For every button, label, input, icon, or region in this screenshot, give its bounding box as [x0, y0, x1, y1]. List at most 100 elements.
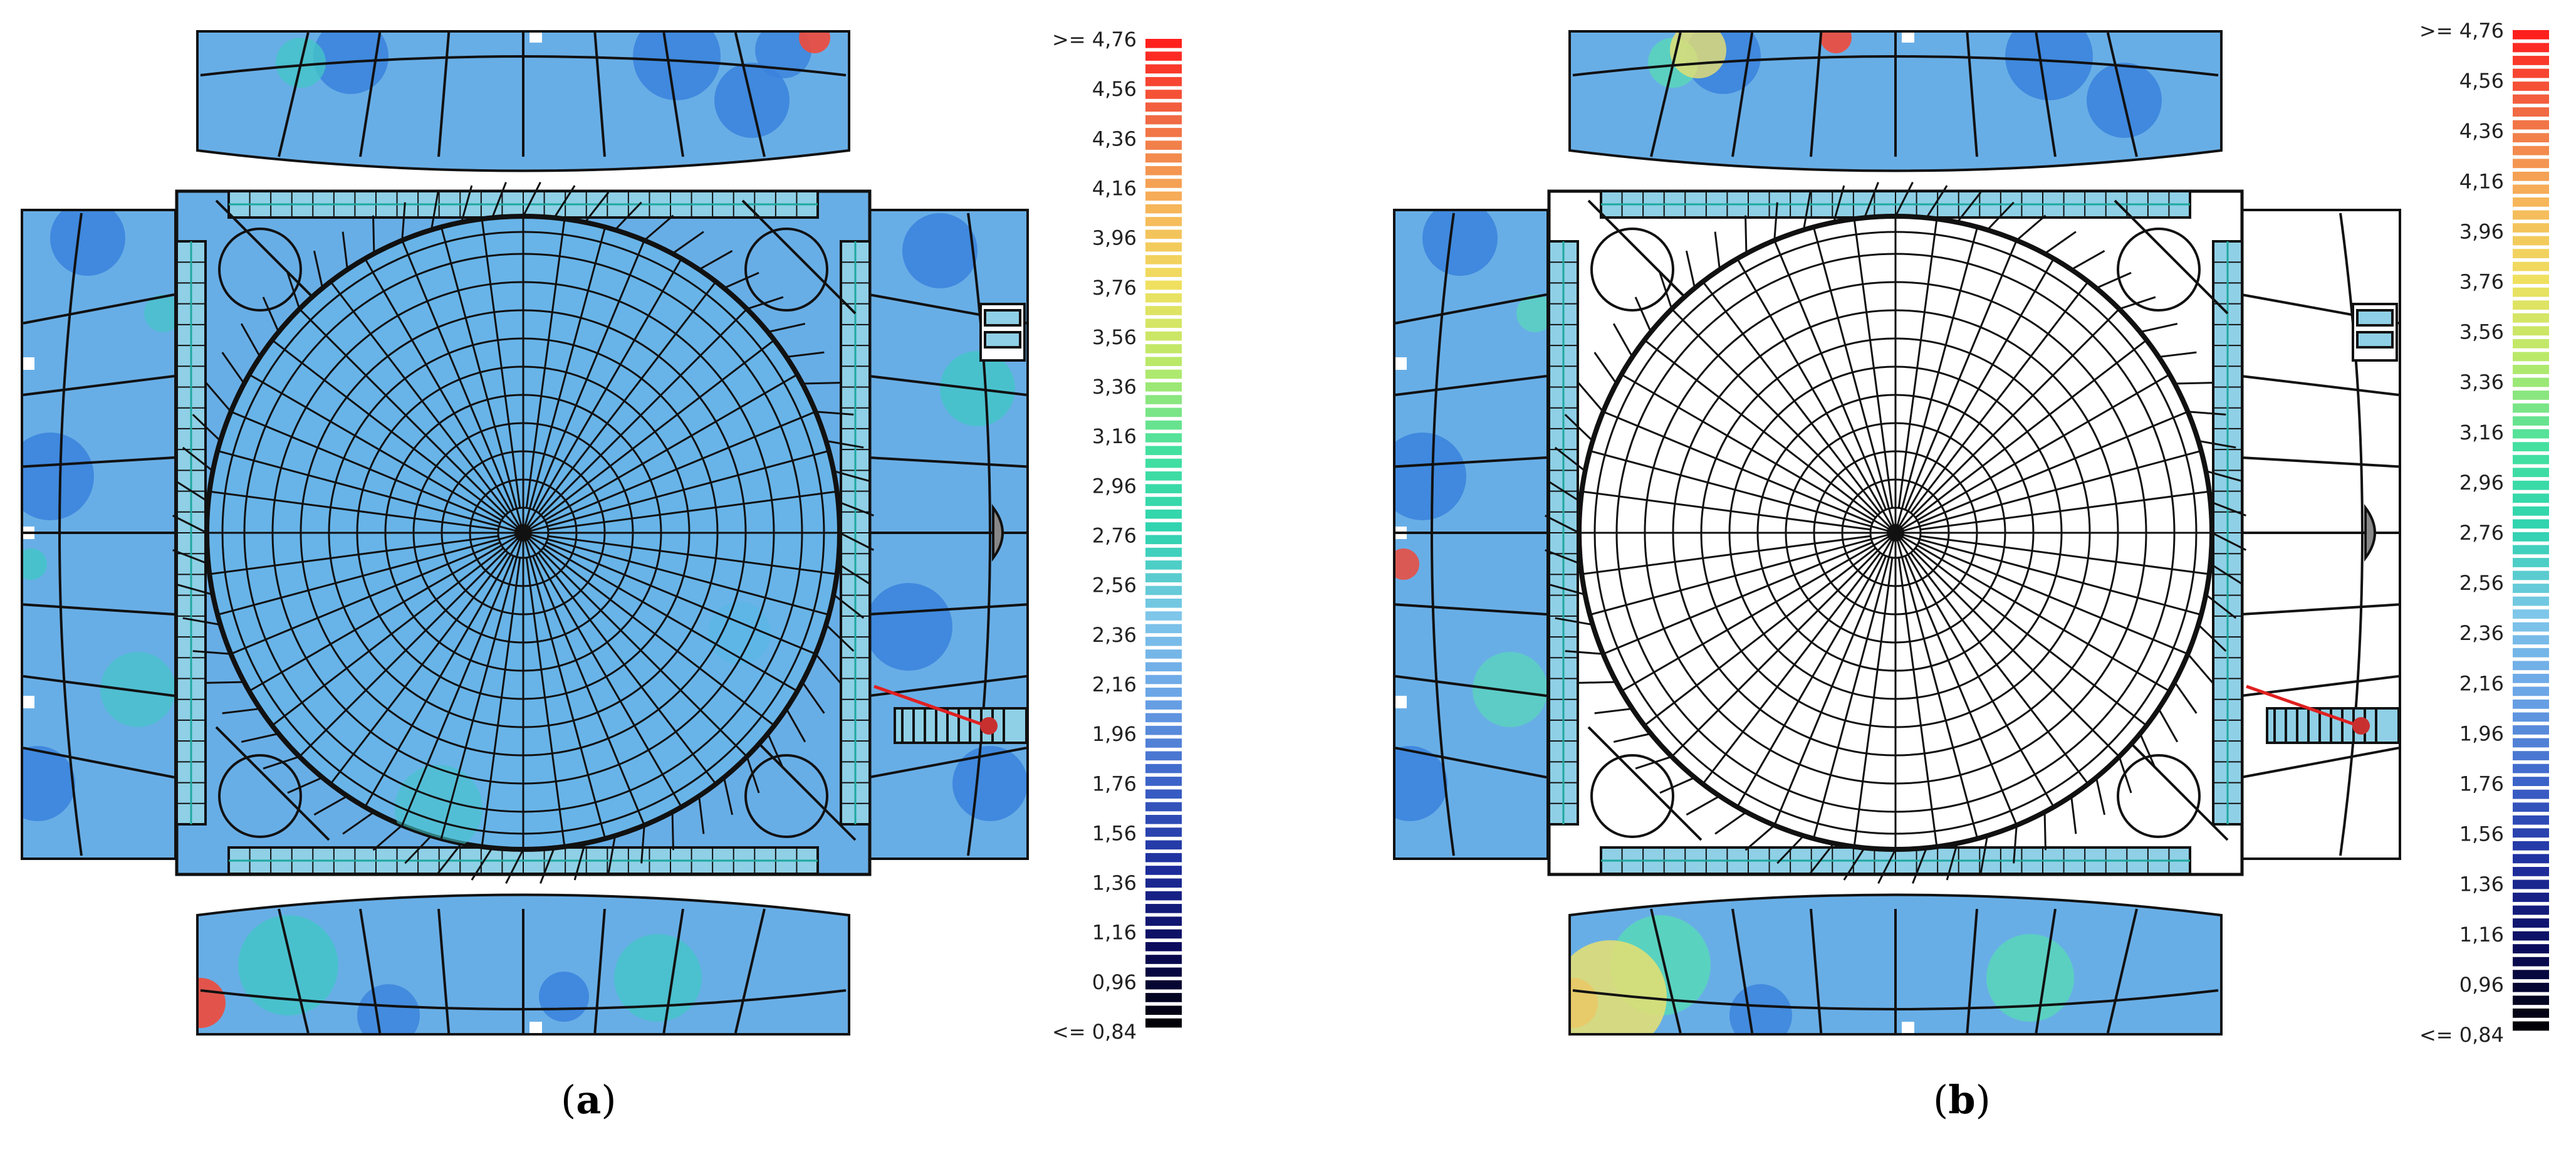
legend-swatch: [2513, 519, 2549, 529]
legend-swatch: [2513, 326, 2549, 336]
legend-swatch: [1145, 268, 1182, 277]
legend-swatch: [2513, 931, 2549, 941]
legend-swatch: [1145, 509, 1182, 519]
legend-tick-label: 2,16: [1092, 673, 1137, 696]
legend-swatch: [2513, 159, 2549, 169]
legend-tick-label: 1,96: [1092, 722, 1137, 746]
legend-swatch: [2513, 403, 2549, 413]
legend-swatch: [1145, 955, 1182, 964]
legend-swatch: [2513, 184, 2549, 194]
legend-swatch: [2513, 995, 2549, 1005]
wing-mesh: [1395, 32, 2399, 1034]
legend-swatch: [1145, 1018, 1182, 1028]
legend-swatch: [1145, 802, 1182, 812]
legend-swatch: [1145, 102, 1182, 112]
legend-tick-label: 3,96: [2459, 219, 2504, 243]
legend-swatch: [2513, 944, 2549, 954]
legend-swatch: [2513, 30, 2549, 39]
color-legend: >= 4,76 4,56 4,36 4,16 3,96 3,76 3,56 3,36 3,16 2…: [1052, 28, 1182, 1044]
legend-swatch: [2513, 454, 2549, 464]
legend-swatch: [2513, 275, 2549, 285]
legend-swatch: [1145, 433, 1182, 443]
legend-swatch: [2513, 365, 2549, 374]
panel-b: >= 4,76 4,56 4,36 4,16 3,96 3,76 3,56 3,36 3,16 2…: [1372, 0, 2576, 1154]
legend-swatch: [2513, 725, 2549, 735]
legend-swatch: [2513, 841, 2549, 851]
legend-tick-label: 2,56: [2459, 571, 2504, 595]
caption-b: (b): [1933, 1077, 1991, 1123]
legend-swatch: [2513, 43, 2549, 53]
legend-tick-label: 4,16: [1092, 176, 1137, 200]
legend-swatch: [1145, 674, 1182, 685]
legend-swatch: [1145, 229, 1182, 239]
legend-swatch: [2513, 700, 2549, 709]
legend-swatch: [1145, 76, 1182, 87]
legend-swatch: [2513, 545, 2549, 555]
legend-swatch: [1145, 140, 1182, 150]
legend-swatch: [2513, 506, 2549, 516]
legend-tick-label: 4,36: [1092, 127, 1137, 150]
legend-swatch: [1145, 204, 1182, 214]
legend-swatch: [1145, 636, 1182, 646]
stress-contour-plot-b: >= 4,76 4,56 4,36 4,16 3,96 3,76 3,56 3,36 3,16 2…: [1393, 19, 2549, 1047]
legend-swatch: [2513, 893, 2549, 902]
west-beam: [1548, 240, 1579, 826]
legend-swatch: [2513, 957, 2549, 967]
legend-swatch: [2513, 879, 2549, 889]
legend-tick-label: 0,96: [1092, 970, 1137, 994]
legend-tick-label: 1,76: [2459, 772, 2504, 796]
legend-swatch: [2513, 789, 2549, 799]
panel-a: >= 4,76 4,56 4,36 4,16 3,96 3,76 3,56 3,36 3,16 2…: [0, 0, 1272, 1154]
legend-swatch: [1145, 446, 1182, 456]
legend-swatch: [1145, 751, 1182, 761]
legend-swatch: [2513, 377, 2549, 387]
legend-swatch: [2513, 236, 2549, 246]
legend-swatch: [1145, 153, 1182, 163]
legend-tick-label: 0,96: [2459, 973, 2504, 997]
legend-tick-label: 3,36: [2459, 370, 2504, 394]
legend-swatch: [1145, 993, 1182, 1002]
legend-swatch: [1145, 382, 1182, 392]
legend-swatch: [2513, 313, 2549, 323]
legend-swatch: [2513, 223, 2549, 233]
legend-swatch: [1145, 115, 1182, 125]
legend-swatch: [1145, 535, 1182, 545]
north-wing-outline: [196, 30, 850, 172]
legend-tick-label: 2,76: [2459, 521, 2504, 545]
legend-swatch: [2513, 532, 2549, 542]
legend-swatch: [1145, 1005, 1182, 1015]
stress-contour-plot-a: >= 4,76 4,56 4,36 4,16 3,96 3,76 3,56 3,36 3,16 2…: [21, 28, 1182, 1044]
legend-tick-label: 3,16: [2459, 421, 2504, 444]
legend-swatch: [2513, 763, 2549, 774]
legend-tick-label: 1,96: [2459, 721, 2504, 745]
legend-swatch: [2513, 120, 2549, 130]
legend-swatch: [2513, 712, 2549, 722]
legend-swatch: [2513, 596, 2549, 606]
legend-swatch: [1145, 128, 1182, 137]
legend-swatch: [1145, 713, 1182, 723]
pendentive-rings: [215, 199, 857, 841]
legend-swatch: [2513, 249, 2549, 258]
legend-tick-label: 2,56: [1092, 574, 1137, 597]
legend-swatch: [2513, 558, 2549, 567]
legend-swatch: [2513, 287, 2549, 297]
legend-tick-label: 3,36: [1092, 375, 1137, 399]
east-wing-details: [2246, 303, 2400, 744]
east-beam: [2212, 240, 2243, 826]
legend-tick-label: 4,56: [1092, 77, 1137, 101]
legend-tick-label: 2,96: [1092, 474, 1137, 498]
legend-swatch: [1145, 255, 1182, 265]
legend-swatch: [1145, 90, 1182, 99]
legend-swatch: [1145, 39, 1182, 48]
legend-swatch: [2513, 686, 2549, 696]
west-beam: [175, 240, 207, 826]
legend-swatch: [2513, 81, 2549, 91]
legend-tick-label: <= 0,84: [2419, 1023, 2504, 1047]
legend-swatch: [1145, 827, 1182, 837]
legend-swatch: [1145, 522, 1182, 532]
north-beam: [1600, 190, 2191, 219]
legend-swatch: [1145, 331, 1182, 341]
legend-swatch: [1145, 484, 1182, 493]
legend-swatch: [1145, 891, 1182, 901]
legend-swatch: [1145, 738, 1182, 748]
